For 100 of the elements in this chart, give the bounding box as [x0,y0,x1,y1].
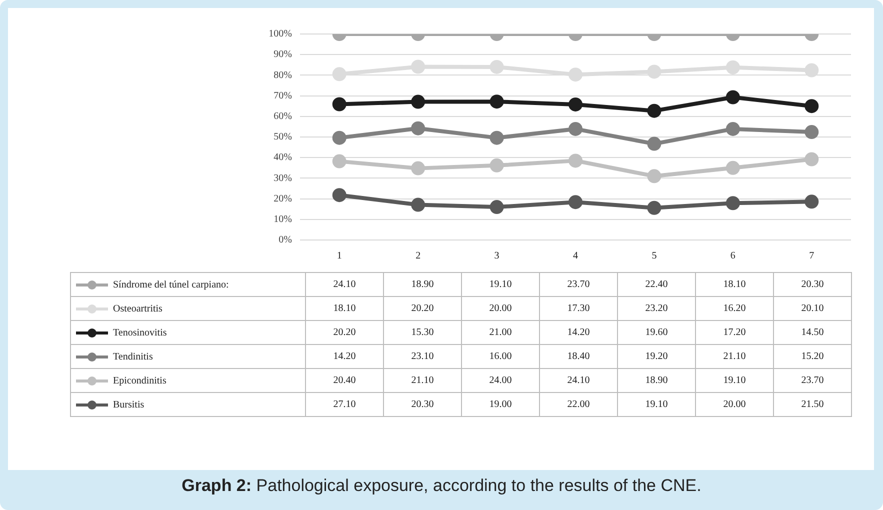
y-tick-label: 80% [274,70,292,81]
y-tick-label: 90% [274,49,292,60]
text: 21.10 [696,344,774,368]
point [568,195,582,210]
point [411,161,426,176]
text: 15.20 [774,344,852,368]
text: 17.30 [540,296,618,320]
y-tick-label: 70% [274,90,292,102]
text: 20.30 [774,272,852,296]
point [490,158,504,172]
text: Graph 2: Pathological exposure, according to the results of the CNE. [180,476,702,496]
point [647,200,662,215]
text: 20.00 [462,296,540,320]
text: 24.00 [462,368,540,392]
point [568,154,582,168]
point [411,60,426,74]
text: 23.10 [384,344,462,368]
point [490,200,504,214]
text: 21.10 [384,368,462,392]
x-tick-label: 4 [573,250,578,262]
x-tick-label: 7 [809,250,814,262]
text: 21.00 [462,320,540,344]
point [332,188,346,202]
text: 16.00 [462,344,540,368]
x-tick-label: 2 [416,250,421,262]
legend-label: Epicondinitis [113,374,166,386]
point [568,122,582,136]
text: 20.00 [696,392,774,416]
text: 24.10 [306,272,384,296]
text: 18.90 [618,368,696,392]
text: 27.10 [306,392,384,416]
point [332,67,346,82]
y-tick-label: 100% [268,28,292,40]
point [568,68,582,82]
text: 19.00 [462,392,540,416]
text: 20.20 [306,320,384,344]
point [568,97,582,112]
y-tick-label: 40% [274,152,292,164]
text: 23.20 [618,296,696,320]
point [490,60,504,74]
text: 18.90 [384,272,462,296]
text: 20.10 [774,296,852,320]
y-tick-label: 30% [274,172,292,184]
text: 22.40 [618,272,696,296]
x-tick-label: 3 [494,250,500,262]
point [647,136,662,151]
point [647,169,662,184]
point [490,94,504,109]
x-tick-label: 6 [730,250,736,262]
text: 19.20 [618,344,696,368]
text: 23.70 [774,368,852,392]
point [411,94,426,109]
point [411,198,426,212]
y-tick-label: 10% [274,214,292,226]
point [726,90,740,104]
x-tick-label: 1 [336,250,342,262]
text: 19.10 [696,368,774,392]
legend-label: Osteoartritis [113,302,162,314]
point [647,104,662,118]
y-tick-label: 60% [274,111,292,122]
point [332,97,346,112]
text: 20.30 [384,392,462,416]
text: 16.20 [696,296,774,320]
text: 18.10 [306,296,384,320]
text: 20.20 [384,296,462,320]
point [726,160,740,175]
text: 24.10 [540,368,618,392]
legend-label: Bursitis [113,398,144,410]
point [726,196,740,210]
text: 22.00 [540,392,618,416]
text: 14.20 [540,320,618,344]
text: 20.40 [306,368,384,392]
x-tick-label: 5 [652,250,657,262]
text: 19.10 [462,272,540,296]
point [490,130,504,145]
text: 21.50 [774,392,852,416]
text: 18.10 [696,272,774,296]
legend-label: Tenosinovitis [113,326,167,338]
point [804,125,819,140]
point [726,60,740,74]
point [804,194,819,209]
text: 19.60 [618,320,696,344]
text: 17.20 [696,320,774,344]
point [411,121,426,136]
point [804,99,819,114]
point [804,152,819,166]
text: 18.40 [540,344,618,368]
text: 14.50 [774,320,852,344]
point [647,64,662,79]
text: 14.20 [306,344,384,368]
text: 23.70 [540,272,618,296]
y-tick-label: 20% [274,193,292,204]
point [726,122,740,136]
y-tick-label: 0% [278,234,292,246]
text: 15.30 [384,320,462,344]
legend-label: Tendinitis [113,350,153,362]
point [332,154,346,168]
point [804,63,819,78]
y-tick-label: 50% [274,132,292,143]
legend-label: Síndrome del túnel carpiano: [113,278,229,290]
